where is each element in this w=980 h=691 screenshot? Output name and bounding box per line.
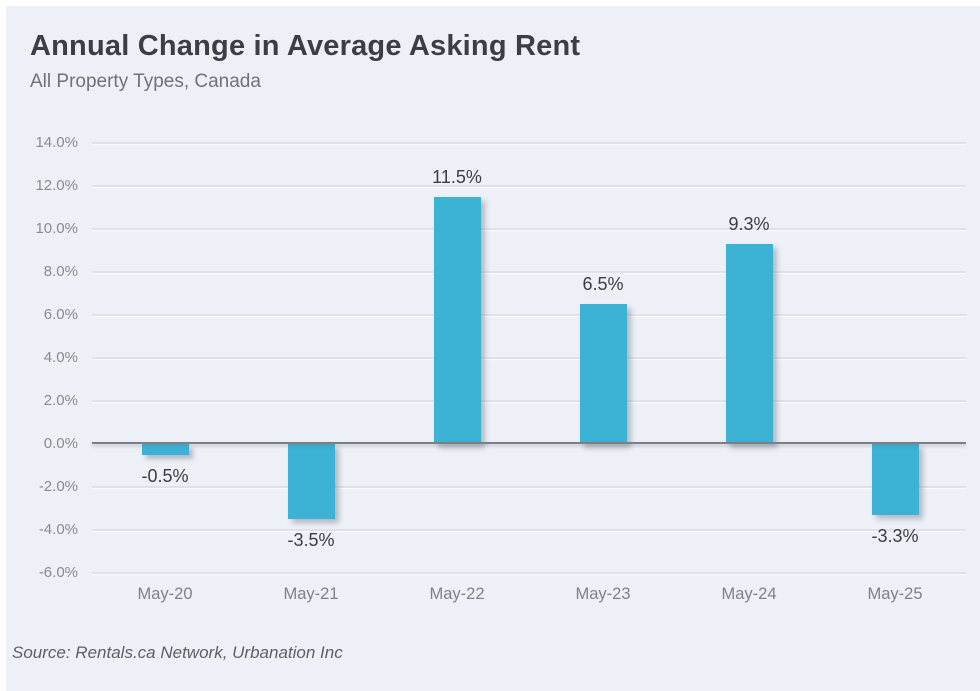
bar xyxy=(287,444,335,520)
y-axis-tick-label: 8.0% xyxy=(43,263,78,280)
gridline xyxy=(92,357,966,359)
x-axis-category-label: May-25 xyxy=(867,585,923,603)
gridline xyxy=(92,271,966,273)
bar xyxy=(725,244,773,444)
bar-value-label: 11.5% xyxy=(432,166,482,187)
y-axis-tick-label: -6.0% xyxy=(38,564,78,581)
x-axis-category-label: May-22 xyxy=(429,585,485,603)
bar-value-label: -3.5% xyxy=(287,530,335,551)
y-axis-tick-label: -4.0% xyxy=(38,521,78,538)
x-axis-category-label: May-20 xyxy=(137,585,193,603)
y-axis-tick-label: -2.0% xyxy=(38,478,78,495)
y-axis-tick-label: 6.0% xyxy=(43,306,78,323)
x-axis-category-label: May-21 xyxy=(283,585,339,603)
y-axis-tick-label: 14.0% xyxy=(35,134,78,151)
gridline xyxy=(92,185,966,187)
chart-subtitle: All Property Types, Canada xyxy=(30,71,261,92)
bar xyxy=(141,444,189,455)
zero-axis-line xyxy=(92,442,966,444)
bar xyxy=(579,304,627,444)
source-note: Source: Rentals.ca Network, Urbanation I… xyxy=(12,643,343,662)
bar-value-label: -0.5% xyxy=(141,465,189,486)
bar-value-label: 6.5% xyxy=(582,274,624,295)
bar xyxy=(433,196,481,444)
chart-title: Annual Change in Average Asking Rent xyxy=(30,30,581,62)
chart-panel xyxy=(6,6,980,691)
gridline xyxy=(92,142,966,144)
gridline xyxy=(92,314,966,316)
bar xyxy=(871,444,919,515)
x-axis-category-label: May-23 xyxy=(575,585,631,603)
y-axis-tick-label: 0.0% xyxy=(43,435,78,452)
gridline xyxy=(92,572,966,574)
gridline xyxy=(92,400,966,402)
y-axis-tick-label: 12.0% xyxy=(35,177,78,194)
x-axis-category-label: May-24 xyxy=(721,585,777,603)
gridline xyxy=(92,228,966,230)
y-axis-tick-label: 10.0% xyxy=(35,220,78,237)
y-axis-tick-label: 2.0% xyxy=(43,392,78,409)
y-axis-tick-label: 4.0% xyxy=(43,349,78,366)
gridline xyxy=(92,486,966,488)
gridline xyxy=(92,529,966,531)
bar-value-label: 9.3% xyxy=(728,214,770,235)
bar-value-label: -3.3% xyxy=(871,525,919,546)
